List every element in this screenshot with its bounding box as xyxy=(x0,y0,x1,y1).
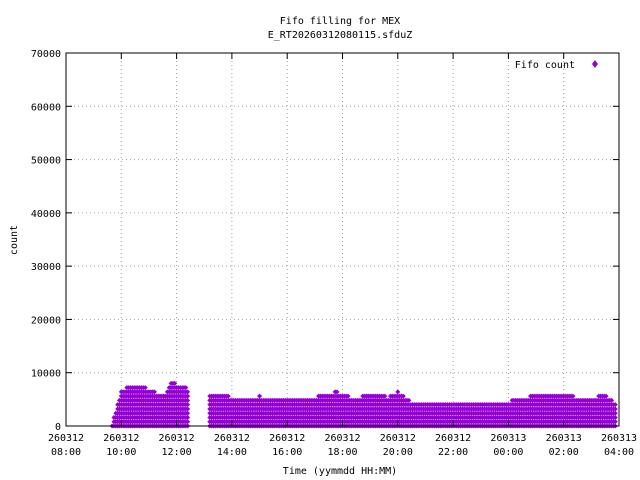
x-tick-time: 08:00 xyxy=(51,447,81,458)
x-tick-time: 00:00 xyxy=(493,447,523,458)
x-tick-date: 260312 xyxy=(48,433,84,444)
x-axis-label: Time (yymmdd HH:MM) xyxy=(283,466,397,477)
x-tick-time: 22:00 xyxy=(438,447,468,458)
data-point xyxy=(612,410,618,416)
data-point xyxy=(570,393,576,399)
data-point xyxy=(345,393,351,399)
legend: Fifo count xyxy=(515,60,598,71)
data-point xyxy=(185,410,191,416)
data-point xyxy=(603,393,609,399)
data-point xyxy=(257,393,263,399)
data-point xyxy=(172,380,178,386)
data-point xyxy=(185,414,191,420)
data-point xyxy=(142,385,148,391)
y-tick-label: 0 xyxy=(55,422,61,433)
plot-frame xyxy=(65,52,620,427)
x-tick-time: 02:00 xyxy=(549,447,579,458)
y-tick-label: 60000 xyxy=(31,102,61,113)
data-point xyxy=(185,402,191,408)
y-tick-label: 70000 xyxy=(31,49,61,60)
x-tick-date: 260312 xyxy=(269,433,305,444)
x-tick-date: 260313 xyxy=(546,433,582,444)
x-tick-date: 260312 xyxy=(324,433,360,444)
data-point xyxy=(395,389,401,395)
x-tick-date: 260312 xyxy=(380,433,416,444)
x-axis: 260312 08:00 260312 10:00 260312 12:00 260312 1… xyxy=(48,53,637,458)
y-axis: 0 10000 20000 30000 40000 50000 60000 70000 xyxy=(31,49,619,433)
chart-title: Fifo filling for MEX xyxy=(280,16,400,27)
data-point xyxy=(406,397,412,403)
data-point xyxy=(612,402,618,408)
x-tick-time: 20:00 xyxy=(383,447,413,458)
x-tick-date: 260313 xyxy=(601,433,637,444)
legend-label: Fifo count xyxy=(515,60,575,71)
data-point xyxy=(382,393,388,399)
x-tick-time: 12:00 xyxy=(162,447,192,458)
data-point xyxy=(185,393,191,399)
y-tick-label: 50000 xyxy=(31,156,61,167)
x-tick-date: 260313 xyxy=(490,433,526,444)
series-points xyxy=(109,380,618,429)
x-tick-time: 10:00 xyxy=(106,447,136,458)
data-point xyxy=(185,419,191,425)
data-point xyxy=(151,389,157,395)
y-axis-label: count xyxy=(9,225,20,255)
data-point xyxy=(183,385,189,391)
y-tick-label: 20000 xyxy=(31,315,61,326)
data-point xyxy=(334,389,340,395)
grid-lines xyxy=(66,53,619,426)
x-tick-date: 260312 xyxy=(159,433,195,444)
data-point xyxy=(612,406,618,412)
data-point xyxy=(400,393,406,399)
data-point xyxy=(609,397,615,403)
data-point xyxy=(612,419,618,425)
data-point xyxy=(612,414,618,420)
x-tick-time: 14:00 xyxy=(217,447,247,458)
y-tick-label: 10000 xyxy=(31,369,61,380)
x-tick-time: 18:00 xyxy=(327,447,357,458)
data-point xyxy=(185,406,191,412)
x-tick-date: 260312 xyxy=(435,433,471,444)
x-tick-time: 04:00 xyxy=(604,447,634,458)
legend-marker xyxy=(592,60,598,68)
y-tick-label: 40000 xyxy=(31,209,61,220)
data-point xyxy=(185,389,191,395)
data-point xyxy=(225,393,231,399)
data-point xyxy=(185,397,191,403)
y-tick-label: 30000 xyxy=(31,262,61,273)
x-tick-date: 260312 xyxy=(214,433,250,444)
x-tick-time: 16:00 xyxy=(272,447,302,458)
x-tick-date: 260312 xyxy=(103,433,139,444)
chart-subtitle: E_RT20260312080115.sfduZ xyxy=(268,30,413,41)
